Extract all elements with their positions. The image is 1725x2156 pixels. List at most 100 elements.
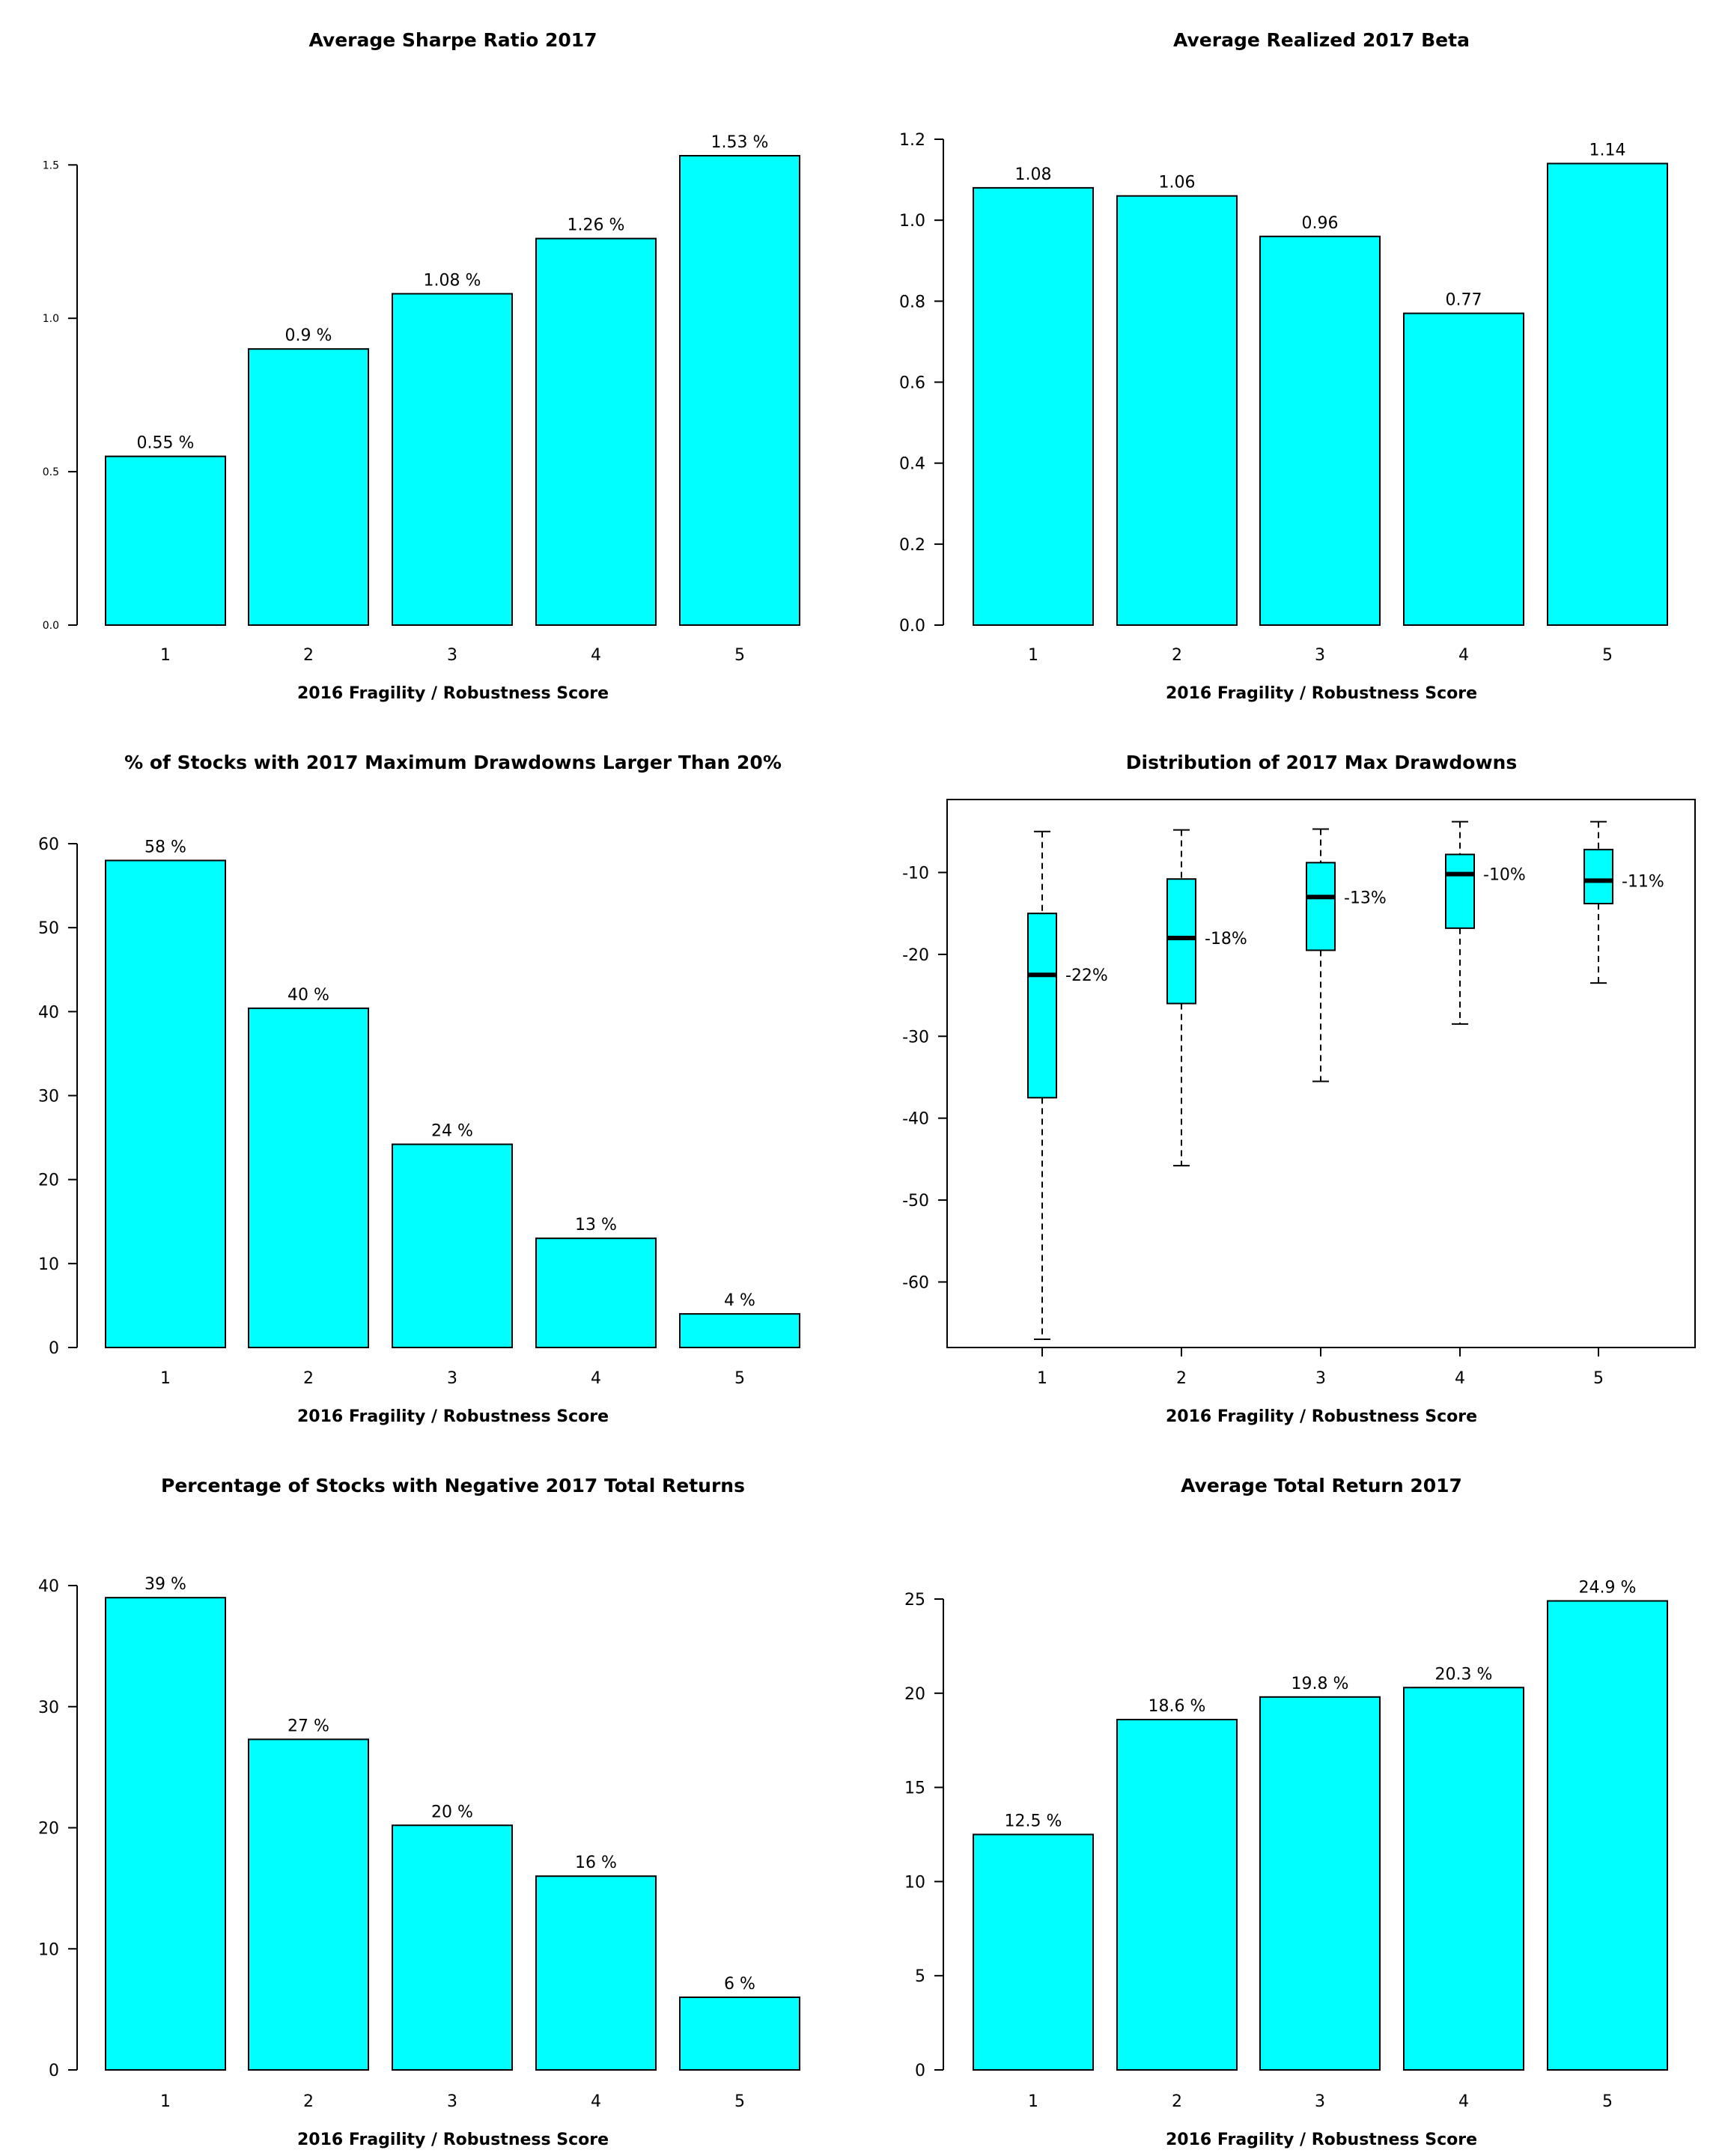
x-tick-label: 5	[734, 1369, 745, 1388]
bar-2	[248, 1007, 369, 1348]
bar-4	[535, 1875, 657, 2071]
bar-1	[105, 1597, 226, 2071]
bar-4	[535, 237, 657, 627]
median-label: -22%	[1065, 966, 1108, 985]
y-tick-label: 30	[38, 1088, 59, 1106]
y-tick-label: 40	[38, 1577, 59, 1596]
y-tick-label: 15	[904, 1779, 925, 1798]
chart-panel-3: % of Stocks with 2017 Maximum Drawdowns …	[38, 752, 800, 1426]
x-tick-label: 1	[1028, 646, 1038, 665]
bar-1	[105, 455, 226, 626]
bar-3	[392, 293, 513, 626]
y-tick-label: 25	[904, 1591, 925, 1610]
y-tick-label: 10	[38, 1940, 59, 1959]
x-tick-label: 4	[1458, 646, 1469, 665]
bar-value-label: 6 %	[724, 1975, 755, 1994]
x-tick-label: 2	[1172, 2092, 1182, 2111]
y-tick-label: 1.2	[899, 131, 925, 150]
x-tick-label: 3	[1315, 2092, 1325, 2111]
bar-3	[1259, 235, 1381, 626]
x-tick-label: 4	[591, 2092, 601, 2111]
bar-5	[1547, 162, 1668, 626]
bar-value-label: 1.08	[1015, 165, 1052, 184]
x-tick-label: 3	[447, 2092, 457, 2111]
y-tick-label: 0.5	[43, 466, 59, 478]
y-tick-label: 0	[49, 1339, 59, 1358]
bar-5	[679, 155, 800, 626]
y-tick-label: 30	[38, 1699, 59, 1717]
bar-4	[1403, 312, 1524, 626]
bar-value-label: 18.6 %	[1149, 1697, 1206, 1716]
y-tick-label: 20	[38, 1172, 59, 1190]
median-label: -10%	[1483, 866, 1526, 885]
x-tick-label: 4	[591, 646, 601, 665]
chart-panel-2: Average Realized 2017 Beta 0.0 0.2 0.4 0.6 0.…	[899, 29, 1668, 703]
x-axis-title: 2016 Fragility / Robustness Score	[1166, 1407, 1477, 1426]
y-tick-label: 0.0	[43, 620, 59, 632]
x-tick-label: 5	[734, 2092, 745, 2111]
y-tick-label: -40	[902, 1110, 929, 1129]
bar-1	[973, 186, 1094, 626]
bar-5	[1547, 1600, 1668, 2071]
x-tick-label: 1	[160, 2092, 171, 2111]
x-axis-title: 2016 Fragility / Robustness Score	[297, 1407, 609, 1426]
x-tick-label: 2	[1172, 646, 1182, 665]
median-label: -18%	[1205, 930, 1247, 948]
y-tick-label: 0.8	[899, 293, 925, 311]
bar-value-label: 1.08 %	[424, 271, 481, 290]
y-tick-label: 0.0	[899, 617, 925, 636]
bar-value-label: 1.26 %	[568, 216, 625, 235]
y-tick-label: 60	[38, 835, 59, 854]
x-tick-label: 3	[1315, 1369, 1326, 1388]
y-tick-label: 0	[915, 2062, 925, 2080]
x-axis-title: 2016 Fragility / Robustness Score	[297, 684, 609, 703]
y-tick-label: 0.2	[899, 536, 925, 555]
x-tick-label: 5	[1593, 1369, 1604, 1388]
x-axis-title: 2016 Fragility / Robustness Score	[297, 2131, 609, 2149]
x-tick-label: 2	[303, 1369, 314, 1388]
y-tick-label: 1.0	[899, 212, 925, 231]
median-label: -11%	[1622, 872, 1664, 891]
chart-title: Average Sharpe Ratio 2017	[308, 29, 597, 51]
x-tick-label: 3	[447, 646, 457, 665]
x-tick-label: 2	[303, 2092, 314, 2111]
chart-title: Distribution of 2017 Max Drawdowns	[1126, 752, 1517, 773]
bar-2	[248, 348, 369, 626]
bar-value-label: 20.3 %	[1435, 1665, 1493, 1684]
y-tick-label: -30	[902, 1028, 929, 1047]
bar-value-label: 24.9 %	[1579, 1579, 1637, 1598]
y-tick-label: -20	[902, 946, 929, 965]
y-tick-label: 0	[49, 2062, 59, 2080]
y-tick-label: 50	[38, 919, 59, 938]
chart-panel-5: Percentage of Stocks with Negative 2017 …	[38, 1475, 800, 2149]
chart-panel-6: Average Total Return 2017 0 5 10 15 20 25 1 2 3 4 5…	[904, 1475, 1668, 2149]
box-3	[1306, 862, 1336, 951]
y-tick-label: 5	[915, 1967, 925, 1986]
x-tick-label: 5	[1602, 646, 1613, 665]
bar-3	[1259, 1696, 1381, 2071]
bar-5	[679, 1313, 800, 1348]
bar-3	[392, 1824, 513, 2071]
x-tick-label: 2	[1176, 1369, 1187, 1388]
y-tick-label: -10	[902, 864, 929, 883]
box-2	[1166, 878, 1196, 1005]
y-tick-label: 20	[904, 1685, 925, 1704]
bar-value-label: 1.06	[1159, 174, 1196, 192]
bar-value-label: 4 %	[724, 1291, 755, 1310]
chart-title: Percentage of Stocks with Negative 2017 …	[161, 1475, 745, 1496]
x-tick-label: 4	[591, 1369, 601, 1388]
y-tick-label: -50	[902, 1192, 929, 1211]
x-tick-label: 5	[734, 646, 745, 665]
x-tick-label: 3	[447, 1369, 457, 1388]
x-axis-title: 2016 Fragility / Robustness Score	[1166, 684, 1477, 703]
x-tick-label: 5	[1602, 2092, 1613, 2111]
y-tick-label: 40	[38, 1003, 59, 1022]
y-tick-label: 0.4	[899, 455, 925, 474]
chart-panel-4: Distribution of 2017 Max Drawdowns -60 -50…	[902, 752, 1696, 1426]
median-label: -13%	[1344, 889, 1387, 907]
bar-4	[535, 1237, 657, 1349]
bar-2	[248, 1738, 369, 2071]
bar-2	[1116, 195, 1238, 626]
chart-title: Average Total Return 2017	[1181, 1475, 1462, 1496]
